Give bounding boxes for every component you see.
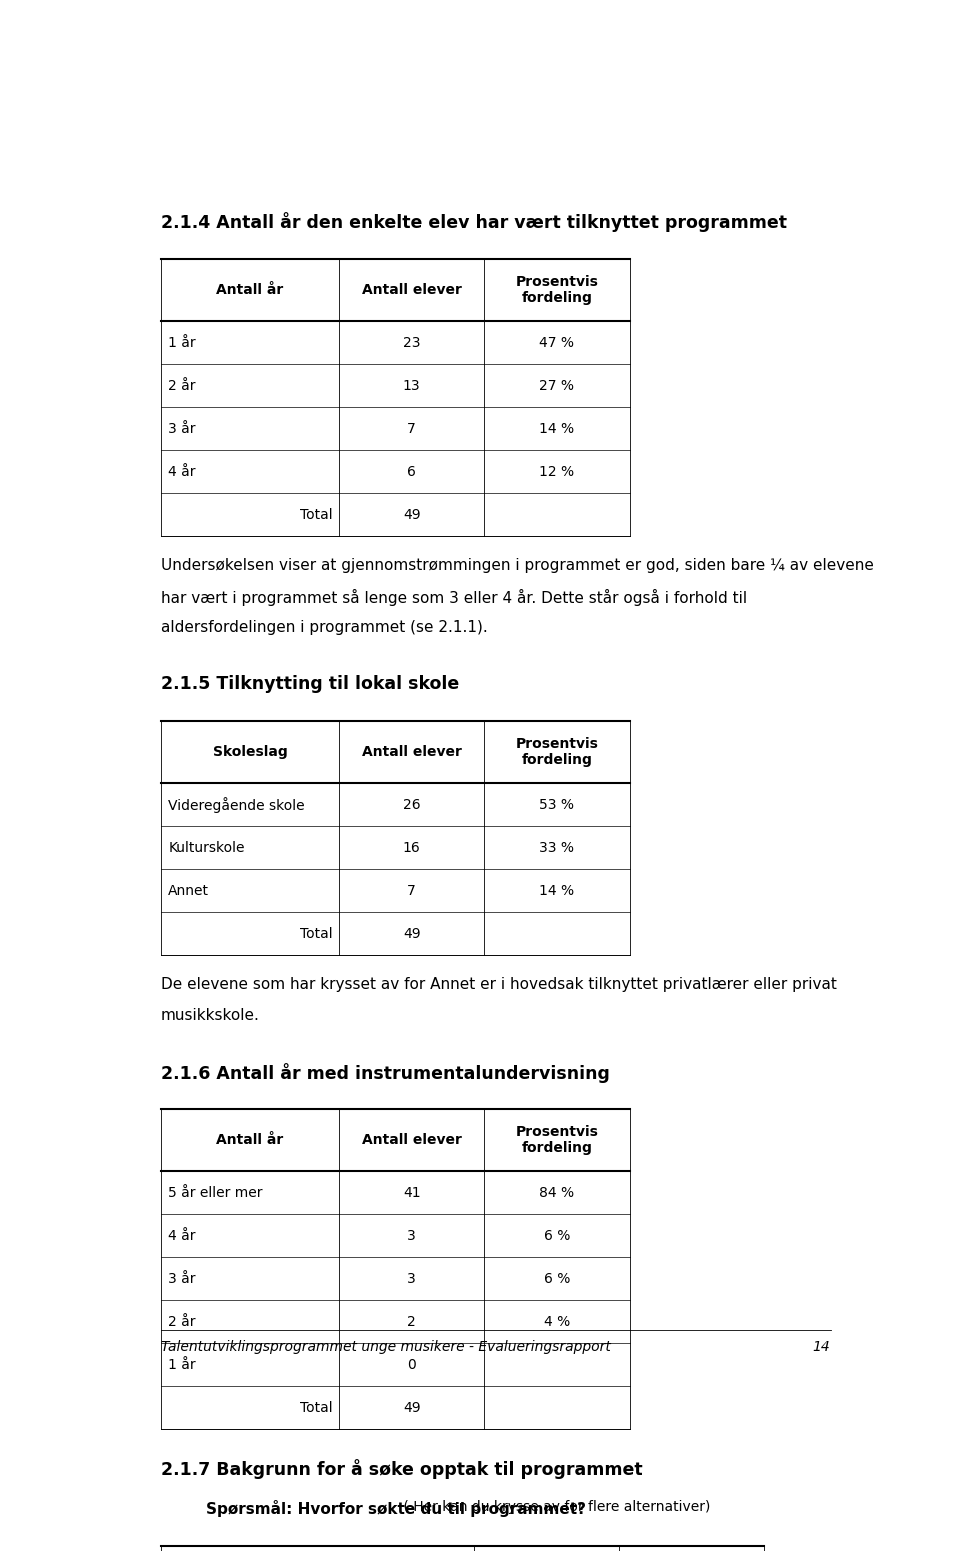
Text: 7: 7 xyxy=(407,422,416,436)
Text: 0: 0 xyxy=(407,1357,416,1373)
Text: Antall elever: Antall elever xyxy=(362,744,462,758)
Text: 12 %: 12 % xyxy=(540,465,574,479)
Text: 2.1.6 Antall år med instrumentalundervisning: 2.1.6 Antall år med instrumentalundervis… xyxy=(161,1062,610,1083)
Text: Spørsmål: Hvorfor søkte du til programmet?: Spørsmål: Hvorfor søkte du til programme… xyxy=(205,1500,586,1517)
Text: Talentutviklingsprogrammet unge musikere - Evalueringsrapport: Talentutviklingsprogrammet unge musikere… xyxy=(161,1340,611,1354)
Text: 4 år: 4 år xyxy=(168,1228,196,1242)
Text: 1 år: 1 år xyxy=(168,1357,196,1373)
Text: 3: 3 xyxy=(407,1228,416,1242)
Text: aldersfordelingen i programmet (se 2.1.1).: aldersfordelingen i programmet (se 2.1.1… xyxy=(161,620,488,634)
Text: 53 %: 53 % xyxy=(540,797,574,811)
Text: 47 %: 47 % xyxy=(540,335,574,349)
Text: 3 år: 3 år xyxy=(168,1272,196,1286)
Text: 2 år: 2 år xyxy=(168,378,196,392)
Text: 5 år eller mer: 5 år eller mer xyxy=(168,1187,263,1200)
Text: Annet: Annet xyxy=(168,884,209,898)
Text: Videregående skole: Videregående skole xyxy=(168,797,305,813)
Text: 33 %: 33 % xyxy=(540,841,574,855)
Text: 2.1.7 Bakgrunn for å søke opptak til programmet: 2.1.7 Bakgrunn for å søke opptak til pro… xyxy=(161,1459,642,1480)
Text: 4 %: 4 % xyxy=(544,1315,570,1329)
Text: Prosentvis
fordeling: Prosentvis fordeling xyxy=(516,1124,598,1155)
Text: 2.1.5 Tilknytting til lokal skole: 2.1.5 Tilknytting til lokal skole xyxy=(161,675,459,693)
Text: 2 år: 2 år xyxy=(168,1315,196,1329)
Text: 14: 14 xyxy=(813,1340,830,1354)
Text: Total: Total xyxy=(300,507,333,521)
Text: Kulturskole: Kulturskole xyxy=(168,841,245,855)
Text: 84 %: 84 % xyxy=(540,1187,574,1200)
Text: 23: 23 xyxy=(403,335,420,349)
Text: 49: 49 xyxy=(403,507,420,521)
Text: 14 %: 14 % xyxy=(540,884,574,898)
Text: 16: 16 xyxy=(403,841,420,855)
Text: 3: 3 xyxy=(407,1272,416,1286)
Text: 26: 26 xyxy=(403,797,420,811)
Text: Undersøkelsen viser at gjennomstrømmingen i programmet er god, siden bare ¼ av e: Undersøkelsen viser at gjennomstrømminge… xyxy=(161,557,874,572)
Text: 41: 41 xyxy=(403,1187,420,1200)
Text: 2: 2 xyxy=(407,1315,416,1329)
Text: De elevene som har krysset av for Annet er i hovedsak tilknyttet privatlærer ell: De elevene som har krysset av for Annet … xyxy=(161,977,837,991)
Text: 6 %: 6 % xyxy=(543,1228,570,1242)
Text: Total: Total xyxy=(300,1401,333,1415)
Text: Total: Total xyxy=(300,927,333,941)
Text: Antall elever: Antall elever xyxy=(362,282,462,298)
Text: 13: 13 xyxy=(403,378,420,392)
Text: 2.1.4 Antall år den enkelte elev har vært tilknyttet programmet: 2.1.4 Antall år den enkelte elev har vær… xyxy=(161,212,787,233)
Text: 4 år: 4 år xyxy=(168,465,196,479)
Text: 1 år: 1 år xyxy=(168,335,196,349)
Text: 27 %: 27 % xyxy=(540,378,574,392)
Text: 49: 49 xyxy=(403,1401,420,1415)
Text: ( Her kan du krysse av for flere alternativer): ( Her kan du krysse av for flere alterna… xyxy=(399,1500,710,1514)
Text: 6: 6 xyxy=(407,465,416,479)
Text: 49: 49 xyxy=(403,927,420,941)
Text: 7: 7 xyxy=(407,884,416,898)
Text: Prosentvis
fordeling: Prosentvis fordeling xyxy=(516,275,598,306)
Text: har vært i programmet så lenge som 3 eller 4 år. Dette står også i forhold til: har vært i programmet så lenge som 3 ell… xyxy=(161,588,747,605)
Text: musikkskole.: musikkskole. xyxy=(161,1008,260,1022)
Text: Skoleslag: Skoleslag xyxy=(212,744,287,758)
Text: 14 %: 14 % xyxy=(540,422,574,436)
Text: 6 %: 6 % xyxy=(543,1272,570,1286)
Text: Prosentvis
fordeling: Prosentvis fordeling xyxy=(516,737,598,768)
Text: Antall elever: Antall elever xyxy=(362,1134,462,1148)
Text: Antall år: Antall år xyxy=(216,1134,283,1148)
Text: Antall år: Antall år xyxy=(216,282,283,298)
Text: 3 år: 3 år xyxy=(168,422,196,436)
